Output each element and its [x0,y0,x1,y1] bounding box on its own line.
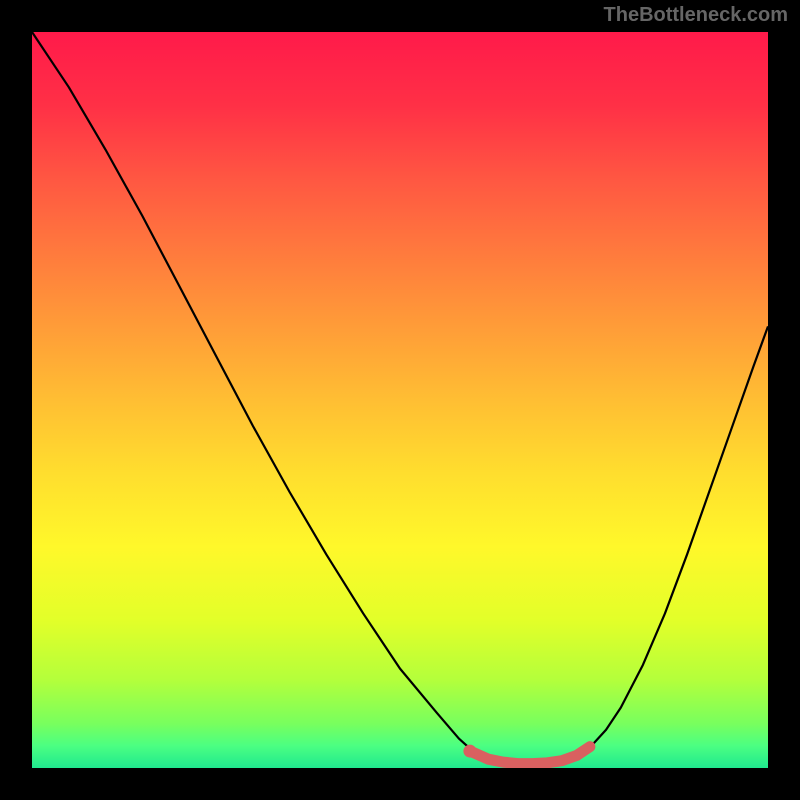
watermark-text: TheBottleneck.com [604,4,788,27]
bottleneck-curve-chart [32,32,768,768]
chart-background [32,32,768,768]
optimal-start-marker [463,745,476,758]
chart-container [32,32,768,768]
